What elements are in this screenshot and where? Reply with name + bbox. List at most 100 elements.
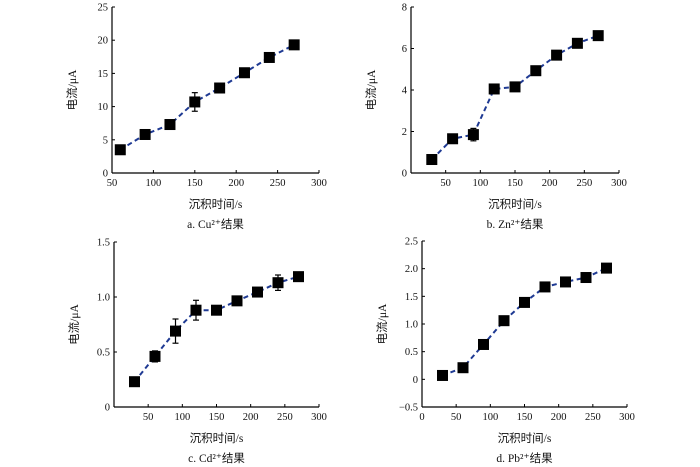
data-point — [426, 154, 438, 166]
y-tick-label: 2 — [402, 127, 407, 138]
x-tick-label: 200 — [228, 178, 244, 189]
data-point — [592, 30, 604, 42]
x-tick-label: 300 — [311, 178, 327, 189]
y-tick-label: 1.5 — [97, 238, 110, 249]
data-point — [509, 81, 521, 93]
data-point — [252, 286, 263, 298]
x-tick-label: 150 — [187, 178, 203, 189]
data-point — [211, 304, 222, 316]
y-tick-label: 0.5 — [97, 348, 110, 359]
x-tick-label: 150 — [517, 412, 533, 423]
subplot-1: 50 100 150 200 250 300 0 2 4 6 8 沉积时间/s 电流/μA b. Zn²⁺… — [364, 3, 627, 232]
x-tick-label: 150 — [507, 178, 523, 189]
data-point — [129, 376, 140, 388]
x-axis-label: 沉积时间/s — [488, 198, 542, 211]
subplot-caption: c. Cd²⁺结果 — [188, 452, 245, 465]
y-tick-label: −0.5 — [399, 403, 418, 414]
data-point — [437, 369, 448, 381]
x-tick-label: 200 — [542, 178, 558, 189]
data-point — [488, 83, 500, 95]
subplot-3: 0 50 100 150 200 250 300−0.500.51.01.52.02.5沉积… — [375, 237, 635, 466]
data-point — [272, 277, 284, 289]
subplot-2: 50 100 150 200 250 300 0 0.5 1.0 1.5 沉积时间/s 电流/μA c.… — [67, 238, 327, 466]
x-tick-label: 200 — [551, 412, 567, 423]
x-tick-label: 250 — [576, 178, 592, 189]
x-tick-label: 250 — [277, 412, 293, 423]
x-axis-label: 沉积时间/s — [498, 432, 552, 445]
y-axis-label: 电流/μA — [364, 69, 378, 110]
x-tick-label: 50 — [440, 178, 451, 189]
data-point — [114, 144, 126, 156]
data-point — [231, 295, 243, 307]
y-tick-label: 25 — [98, 3, 109, 14]
data-point — [238, 67, 250, 79]
data-point — [551, 49, 563, 61]
y-tick-label: 1.5 — [405, 292, 418, 303]
x-axis-label: 沉积时间/s — [190, 432, 244, 445]
y-tick-label: 5 — [103, 135, 108, 146]
data-point — [467, 129, 479, 141]
y-tick-label: 20 — [98, 36, 109, 47]
x-tick-label: 300 — [611, 178, 627, 189]
x-tick-label: 250 — [585, 412, 601, 423]
y-tick-label: 15 — [98, 69, 109, 80]
y-tick-label: 2.0 — [405, 264, 418, 275]
x-tick-label: 100 — [174, 412, 190, 423]
subplot-caption: d. Pb²⁺结果 — [496, 452, 553, 465]
data-point — [580, 272, 592, 284]
y-axis-label: 电流/μA — [375, 303, 389, 344]
x-tick-label: 0 — [419, 412, 424, 423]
data-point — [190, 304, 202, 316]
data-point — [263, 51, 275, 63]
y-tick-label: 2.5 — [405, 237, 418, 248]
data-point — [519, 296, 530, 308]
x-tick-label: 300 — [311, 412, 327, 423]
x-tick-label: 300 — [619, 412, 635, 423]
data-point — [170, 325, 181, 337]
subplot-0: 50 100 150 200 250 300 0 5 10 15 20 25 沉积时间/s 电流/μA a.… — [65, 3, 327, 232]
x-axis-label: 沉积时间/s — [189, 198, 243, 211]
y-tick-label: 0 — [105, 403, 110, 414]
data-point — [539, 281, 551, 293]
data-point — [293, 271, 304, 283]
data-point — [530, 65, 542, 77]
data-point — [571, 37, 583, 49]
series-line — [133, 275, 299, 383]
x-tick-label: 100 — [146, 178, 162, 189]
y-tick-label: 0 — [413, 375, 418, 386]
x-tick-label: 50 — [451, 412, 462, 423]
data-point — [457, 362, 469, 374]
y-tick-label: 1.0 — [405, 320, 418, 331]
data-point — [601, 262, 612, 274]
y-tick-label: 6 — [402, 44, 407, 55]
data-point — [447, 133, 459, 145]
y-tick-label: 0 — [103, 169, 108, 180]
y-tick-label: 10 — [98, 102, 109, 113]
x-tick-label: 100 — [482, 412, 498, 423]
y-tick-label: 8 — [402, 3, 407, 14]
series-line — [442, 267, 607, 377]
subplot-caption: a. Cu²⁺结果 — [187, 218, 244, 231]
y-tick-label: 0 — [402, 169, 407, 180]
data-point — [139, 128, 151, 140]
subplot-caption: b. Zn²⁺结果 — [487, 218, 544, 231]
data-point — [149, 350, 161, 362]
x-tick-label: 200 — [243, 412, 259, 423]
data-point — [478, 338, 489, 350]
x-tick-label: 50 — [107, 178, 118, 189]
data-point — [560, 276, 571, 288]
x-tick-label: 50 — [143, 412, 154, 423]
x-tick-label: 250 — [270, 178, 286, 189]
y-tick-label: 1.0 — [97, 293, 110, 304]
x-tick-label: 100 — [472, 178, 488, 189]
data-point — [498, 315, 510, 327]
y-axis-label: 电流/μA — [67, 303, 81, 344]
x-tick-label: 150 — [209, 412, 225, 423]
data-point — [164, 119, 176, 131]
data-point — [189, 96, 201, 108]
data-point — [288, 39, 300, 51]
y-tick-label: 0.5 — [405, 347, 418, 358]
y-tick-label: 4 — [402, 86, 408, 97]
y-axis-label: 电流/μA — [65, 69, 79, 110]
